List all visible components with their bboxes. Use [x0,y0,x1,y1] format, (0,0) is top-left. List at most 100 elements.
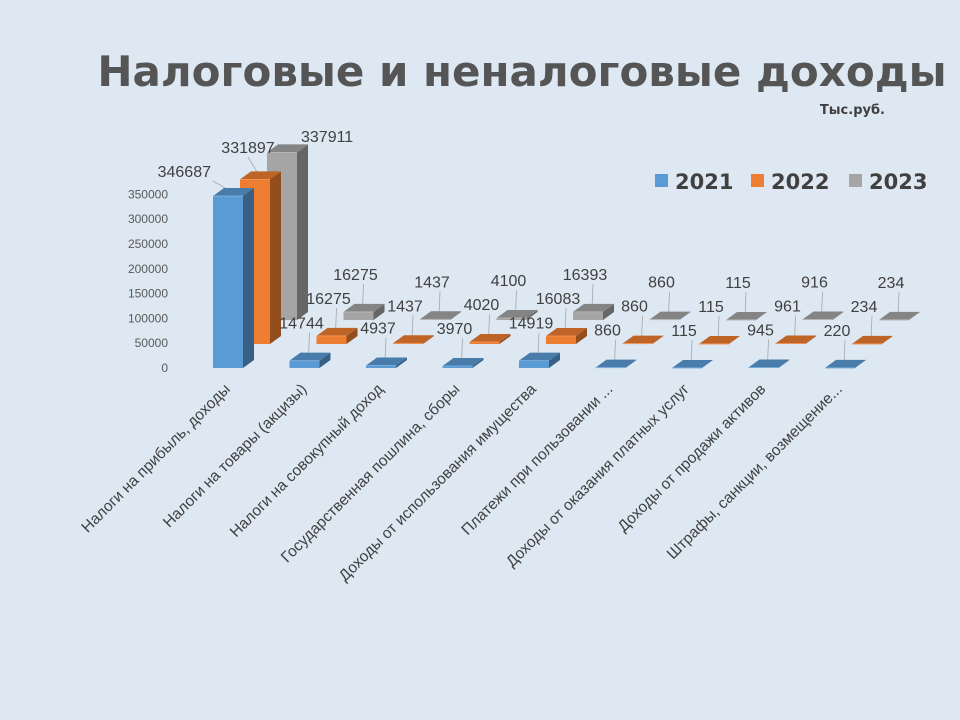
category-label: Доходы от продажи активов [615,381,770,536]
data-label: 860 [621,299,648,316]
bar-2023-8 [802,311,844,321]
bar-front [519,360,549,368]
bar-2022-2 [316,327,358,344]
y-axis: 0 50000 100000 150000 200000 250000 300000 3500… [128,187,168,375]
bar-side [882,335,893,344]
bar-side [702,359,713,368]
legend-swatch [655,174,668,187]
data-label: 961 [774,299,801,316]
bar-2023-9 [879,311,920,321]
data-label: 234 [851,299,878,316]
data-label: 16275 [333,267,378,284]
bar-top [442,358,484,367]
bar-side [679,311,691,320]
bar-2021-1 [213,188,254,368]
data-label: 16083 [536,291,581,308]
bar-top [775,335,817,344]
data-label: 14919 [509,316,554,333]
bar-top [748,359,790,368]
bar-front [442,366,473,368]
data-label: 16393 [563,267,608,284]
bar-front [289,360,320,368]
bar-side [756,311,767,320]
bar-top [343,303,385,312]
bar-front [213,196,243,368]
bar-top [879,311,920,320]
data-label: 220 [824,323,851,340]
bar-front [366,365,396,368]
bar-2021-9 [825,359,866,369]
bar-front [316,335,347,344]
bar-side [549,352,560,368]
y-tick-label: 250000 [128,237,168,251]
y-tick-label: 150000 [128,287,168,301]
bar-side [652,335,664,344]
bar-side [576,328,587,344]
legend-label: 2022 [771,170,829,194]
bar-2022-7 [699,335,740,345]
bar-top [469,334,511,343]
bar-top [496,309,538,318]
bar-top [240,171,281,180]
bar-2021-2 [289,352,331,368]
bar-front [496,317,527,320]
bar-top [699,335,740,344]
category-label: Налоги на совокупный доход [227,381,387,541]
bar-side [603,303,614,320]
bar-top [519,352,560,361]
data-label: 234 [878,275,905,292]
bar-side [423,335,434,344]
bar-side [396,357,407,368]
bar-top [267,144,308,153]
bar-top [393,335,434,344]
bars [213,144,920,369]
bar-side [297,144,308,320]
bar-top [649,311,691,320]
bar-top [289,352,331,361]
y-tick-label: 350000 [128,187,168,201]
bar-side [805,335,817,344]
bar-2022-5 [546,328,587,344]
data-label: 4100 [491,273,527,290]
bar-top [573,303,614,312]
bar-2022-4 [469,334,511,344]
bar-side [450,311,461,320]
bar-top [316,327,358,336]
bar-top [852,335,893,344]
category-label: Платежи при пользовании ... [458,381,616,539]
y-tick-label: 100000 [128,311,168,325]
bar-side [625,359,637,368]
category-label: Налоги на товары (акцизы) [160,381,310,531]
legend-label: 2021 [675,170,733,194]
units-label: Тыс.руб. [820,103,885,118]
data-label: 14744 [279,316,324,333]
bar-2023-2 [343,303,385,320]
data-label: 4937 [360,321,396,338]
data-label: 860 [648,275,675,292]
bar-2021-6 [595,359,637,369]
bar-side [346,327,358,344]
bar-2021-5 [519,352,560,368]
data-label: 945 [747,323,774,340]
data-label: 337911 [301,129,353,146]
data-label: 3970 [437,321,473,338]
data-label: 1437 [414,274,450,291]
bar-2022-3 [393,335,434,344]
data-label: 115 [671,323,697,340]
y-tick-label: 0 [161,361,168,375]
data-label: 1437 [387,298,423,315]
y-tick-label: 300000 [128,212,168,226]
bar-top [595,359,637,368]
bar-side [373,303,385,320]
bar-side [832,311,844,320]
category-label: Налоги на прибыль, доходы [78,381,233,536]
y-tick-label: 50000 [135,336,169,350]
bar-2021-7 [672,359,713,369]
bar-top [726,311,767,320]
bar-front [343,311,374,320]
bar-side [729,335,740,344]
bar-2023-7 [726,311,767,321]
